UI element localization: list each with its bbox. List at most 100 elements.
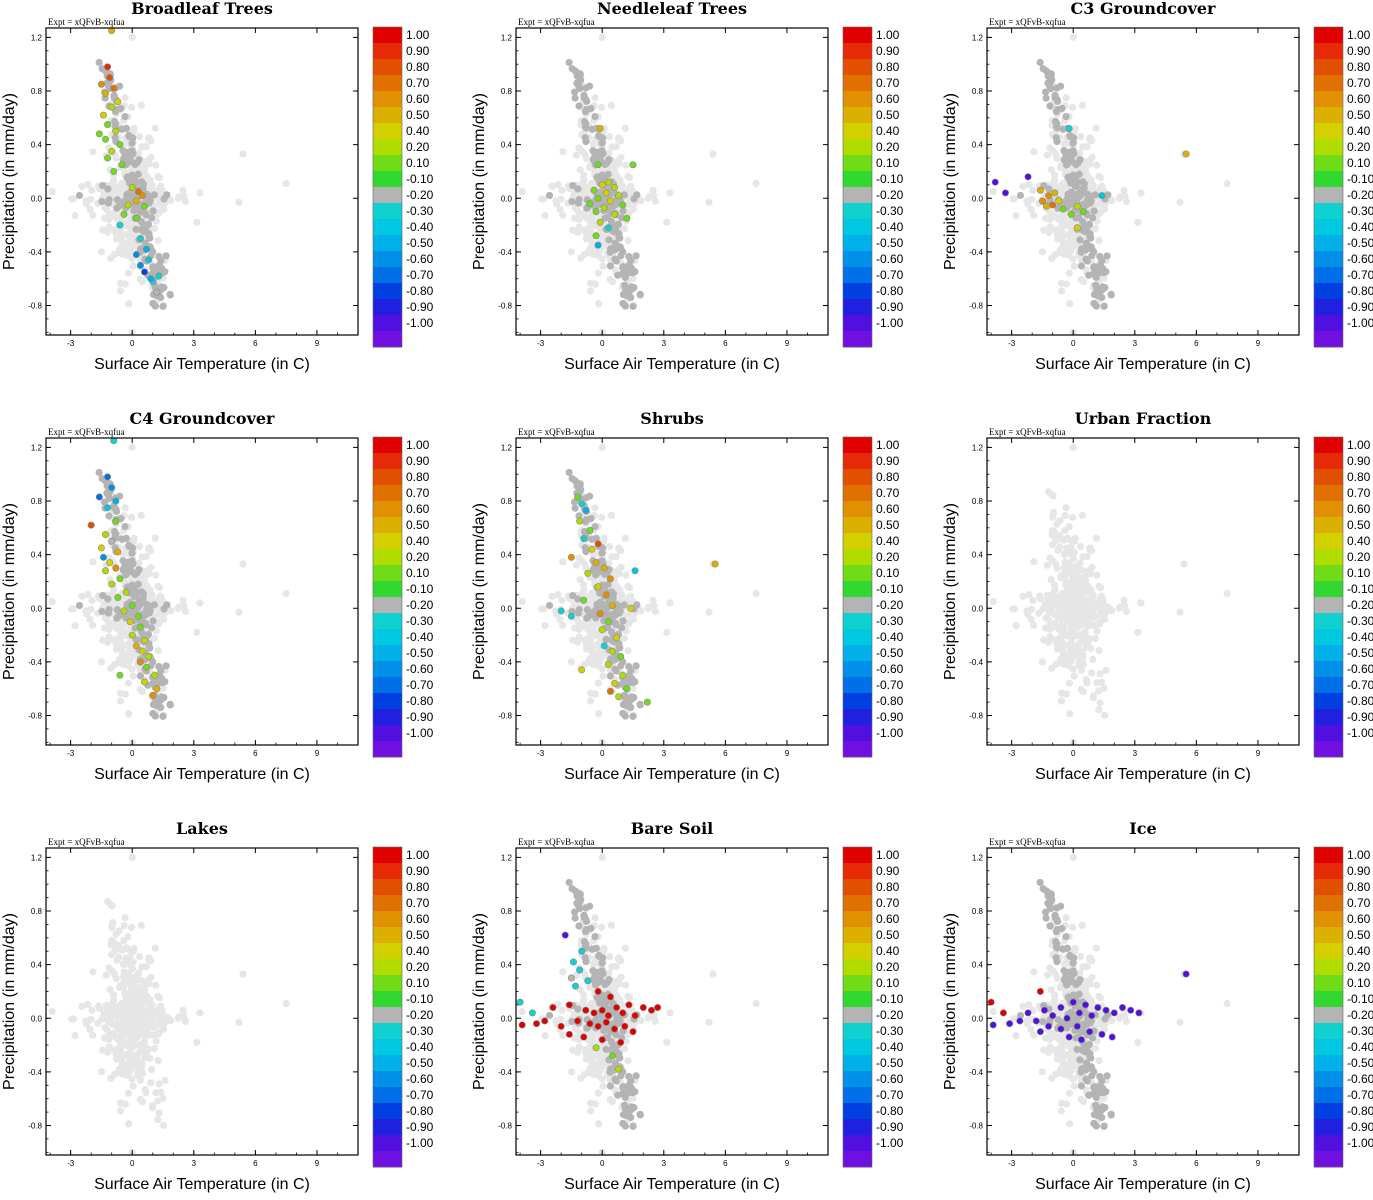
neutral-point [136, 672, 145, 680]
neutral-point [111, 117, 119, 126]
data-point [97, 544, 105, 552]
background-point [114, 1013, 122, 1021]
background-point [1050, 597, 1058, 606]
background-point [586, 697, 595, 705]
colorbar-label: 0.90 [1347, 454, 1371, 468]
colorbar-segment [373, 693, 402, 710]
neutral-point [598, 139, 606, 147]
background-point [83, 1020, 91, 1028]
y-tick-label: -0.8 [28, 302, 42, 311]
neutral-point [155, 662, 163, 671]
background-point [1025, 180, 1033, 189]
background-point [1091, 634, 1099, 643]
background-point [1122, 607, 1131, 615]
background-point [121, 989, 130, 997]
background-point [616, 176, 624, 184]
background-point [1087, 176, 1095, 184]
background-point [559, 558, 567, 566]
colorbar-label: 1.00 [876, 28, 900, 42]
background-point [117, 181, 125, 189]
background-point [1081, 166, 1090, 175]
neutral-point [609, 594, 617, 602]
data-point [594, 194, 602, 202]
background-point [125, 300, 133, 308]
colorbar-label: 0.70 [876, 486, 900, 500]
neutral-point [142, 600, 151, 608]
x-axis-title: Surface Air Temperature (in C) [564, 766, 780, 783]
colorbar-label: 0.50 [1347, 518, 1371, 532]
colorbar-segment [1314, 251, 1343, 268]
background-point [651, 197, 660, 205]
x-tick-label: 6 [723, 339, 728, 348]
background-point [147, 563, 155, 571]
data-point [151, 671, 159, 679]
data-point [143, 245, 151, 253]
neutral-point [581, 117, 589, 126]
background-point [605, 149, 613, 157]
background-point [146, 996, 154, 1004]
background-point [83, 610, 91, 618]
neutral-point [581, 134, 589, 142]
background-point [282, 589, 290, 598]
background-point [152, 981, 160, 989]
data-point [134, 612, 142, 620]
background-point [107, 1002, 115, 1010]
background-point [1058, 591, 1066, 599]
x-tick-label: 6 [1194, 749, 1199, 758]
background-point [624, 620, 633, 628]
expt-label: Expt = xQFvB-xqfua [518, 427, 595, 437]
background-point [1079, 660, 1087, 668]
neutral-point [601, 214, 609, 222]
colorbar-label: 0.70 [1347, 76, 1371, 90]
plot-frame [986, 27, 1300, 336]
colorbar-segment [373, 453, 402, 470]
background-point [179, 1006, 187, 1014]
background-point [1069, 33, 1077, 41]
panel-title: Urban Fraction [1075, 409, 1212, 428]
background-point [118, 232, 126, 240]
neutral-point [605, 155, 613, 164]
data-point [138, 192, 146, 200]
x-tick-label: 3 [192, 749, 197, 758]
neutral-point [619, 263, 627, 271]
colorbar-label: 0.80 [1347, 470, 1371, 484]
colorbar-segment [843, 299, 872, 316]
colorbar-label: -0.30 [1347, 204, 1373, 218]
colorbar-label: -0.80 [876, 284, 904, 298]
background-point [556, 205, 564, 214]
colorbar-label: 1.00 [406, 438, 430, 452]
background-point [155, 584, 164, 592]
background-point [181, 607, 190, 615]
colorbar-label: -0.60 [876, 252, 904, 266]
background-point [1051, 586, 1059, 594]
background-point [627, 592, 635, 600]
expt-label: Expt = xQFvB-xqfua [989, 427, 1066, 437]
colorbar-segment [1314, 741, 1343, 758]
background-point [1086, 544, 1094, 552]
data-point [118, 161, 126, 169]
data-point [604, 224, 612, 232]
data-point [145, 653, 153, 661]
neutral-point [1052, 117, 1060, 126]
background-point [1091, 224, 1099, 233]
background-point [1043, 561, 1051, 569]
data-point [141, 636, 149, 644]
y-tick-label: -0.4 [28, 248, 42, 257]
data-point [617, 653, 625, 661]
neutral-point [134, 170, 142, 178]
background-point [1079, 143, 1087, 151]
data-point [126, 618, 134, 626]
background-point [586, 163, 594, 172]
colorbar-label: -0.20 [876, 598, 904, 612]
background-point [1097, 610, 1105, 618]
background-point [1029, 596, 1037, 604]
neutral-point [1086, 199, 1094, 207]
neutral-point [155, 252, 163, 261]
data-point [611, 210, 619, 218]
background-point [146, 1054, 154, 1063]
background-point [1078, 566, 1086, 574]
colorbar-segment [843, 485, 872, 502]
data-point [153, 288, 161, 296]
background-point [112, 154, 120, 163]
background-point [138, 278, 147, 286]
